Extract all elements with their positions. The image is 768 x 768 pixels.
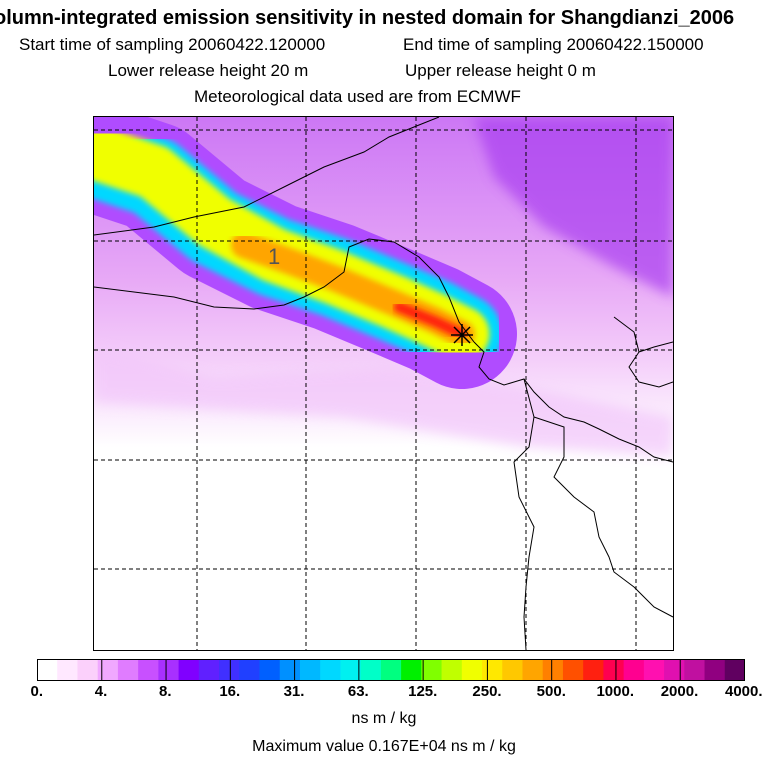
colorbar-cell — [117, 659, 139, 681]
colorbar-cell — [643, 659, 665, 681]
colorbar-tick-label: 63. — [347, 683, 369, 700]
colorbar-tick-label: 8. — [159, 683, 172, 700]
colorbar-cell — [219, 659, 240, 681]
colorbar-cell — [380, 659, 402, 681]
colorbar-cell — [360, 659, 382, 681]
colorbar-cell — [502, 659, 524, 681]
star-icon — [451, 324, 473, 346]
colorbar-cell — [704, 659, 726, 681]
colorbar-cell — [542, 659, 564, 681]
colorbar-tick-label: 4000. — [725, 683, 763, 700]
colorbar-cell — [340, 659, 362, 681]
colorbar-cell — [684, 659, 706, 681]
sensitivity-field-south — [94, 347, 673, 457]
colorbar-cell — [37, 659, 58, 681]
sensitivity-field-east — [474, 117, 673, 297]
colorbar-cell — [77, 659, 99, 681]
met-data-label: Meteorological data used are from ECMWF — [194, 87, 521, 106]
plume-band-red — [393, 301, 468, 340]
colorbar-cell — [583, 659, 604, 681]
colorbar-cell — [421, 659, 443, 681]
colorbar-cell — [198, 659, 220, 681]
colorbar-cell — [57, 659, 79, 681]
colorbar-tick-label: 4. — [94, 683, 108, 700]
colorbar-cell — [623, 659, 645, 681]
colorbar-cell — [562, 659, 584, 681]
plume — [94, 117, 517, 389]
map-title: olumn-integrated emission sensitivity in… — [0, 7, 735, 29]
colorbar-tick-label: 500. — [536, 683, 566, 700]
colorbar-cell — [441, 659, 463, 681]
colorbar-tick-label: 0. — [30, 683, 44, 700]
colorbar-cell — [97, 659, 119, 681]
colorbar-tick-label: 16. — [219, 683, 241, 700]
colorbar-cell — [320, 659, 342, 681]
colorbar — [37, 659, 745, 681]
end-time-label: End time of sampling 20060422.150000 — [403, 35, 704, 54]
upper-release-label: Upper release height 0 m — [405, 61, 596, 80]
colorbar-cell — [279, 659, 301, 681]
colorbar-tick-label: 1000. — [596, 683, 634, 700]
colorbar-cell — [401, 659, 422, 681]
colorbar-cell — [603, 659, 625, 681]
colorbar-cell — [482, 659, 503, 681]
colorbar-cell — [664, 659, 685, 681]
maximum-value-label: Maximum value 0.167E+04 ns m / kg — [252, 738, 516, 755]
colorbar-tick-label: 31. — [283, 683, 305, 700]
colorbar-tick-label: 250. — [472, 683, 502, 700]
map-grid — [94, 117, 673, 650]
start-time-label: Start time of sampling 20060422.120000 — [19, 35, 326, 54]
colorbar-unit-label: ns m / kg — [351, 710, 417, 727]
colorbar-tick-label: 2000. — [660, 683, 699, 700]
colorbar-cell — [239, 659, 261, 681]
colorbar-cell — [299, 659, 321, 681]
lower-release-label: Lower release height 20 m — [108, 61, 309, 80]
colorbar-cell — [138, 659, 159, 681]
colorbar-cell — [259, 659, 281, 681]
colorbar-cell — [461, 659, 483, 681]
colorbar-cell — [178, 659, 200, 681]
colorbar-cell — [522, 659, 544, 681]
plume-contour-label: 1 — [268, 244, 280, 269]
colorbar-cell — [158, 659, 180, 681]
map-panel: 1 — [93, 116, 674, 651]
colorbar-tick-label: 125. — [408, 683, 438, 700]
colorbar-cell — [724, 659, 745, 681]
colorbar-border — [37, 659, 745, 681]
